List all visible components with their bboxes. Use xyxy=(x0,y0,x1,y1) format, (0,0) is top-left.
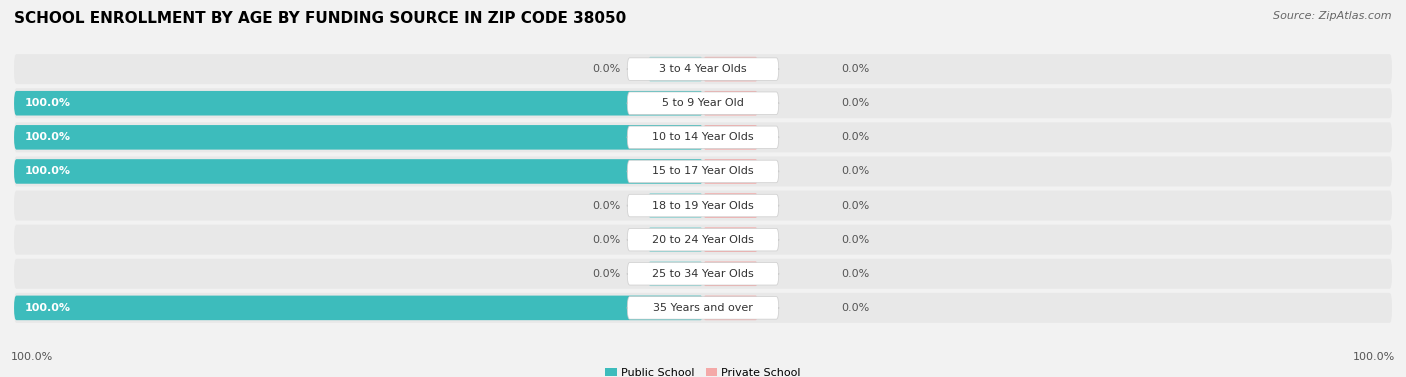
FancyBboxPatch shape xyxy=(703,91,758,115)
FancyBboxPatch shape xyxy=(14,159,703,184)
Text: 3 to 4 Year Olds: 3 to 4 Year Olds xyxy=(659,64,747,74)
FancyBboxPatch shape xyxy=(14,190,1392,221)
FancyBboxPatch shape xyxy=(627,160,779,183)
Text: 100.0%: 100.0% xyxy=(1353,352,1395,362)
FancyBboxPatch shape xyxy=(703,262,758,286)
FancyBboxPatch shape xyxy=(14,122,1392,152)
FancyBboxPatch shape xyxy=(14,88,1392,118)
FancyBboxPatch shape xyxy=(648,262,703,286)
Text: 0.0%: 0.0% xyxy=(841,201,869,211)
Text: 15 to 17 Year Olds: 15 to 17 Year Olds xyxy=(652,166,754,176)
FancyBboxPatch shape xyxy=(648,193,703,218)
Text: 0.0%: 0.0% xyxy=(841,269,869,279)
FancyBboxPatch shape xyxy=(703,125,758,150)
FancyBboxPatch shape xyxy=(627,126,779,149)
Text: 0.0%: 0.0% xyxy=(592,201,620,211)
FancyBboxPatch shape xyxy=(627,92,779,115)
Text: 0.0%: 0.0% xyxy=(841,98,869,108)
FancyBboxPatch shape xyxy=(627,194,779,217)
Text: 0.0%: 0.0% xyxy=(592,64,620,74)
FancyBboxPatch shape xyxy=(14,54,1392,84)
FancyBboxPatch shape xyxy=(627,228,779,251)
FancyBboxPatch shape xyxy=(14,156,1392,187)
Text: 0.0%: 0.0% xyxy=(841,303,869,313)
Text: SCHOOL ENROLLMENT BY AGE BY FUNDING SOURCE IN ZIP CODE 38050: SCHOOL ENROLLMENT BY AGE BY FUNDING SOUR… xyxy=(14,11,626,26)
Text: Source: ZipAtlas.com: Source: ZipAtlas.com xyxy=(1274,11,1392,21)
Text: 25 to 34 Year Olds: 25 to 34 Year Olds xyxy=(652,269,754,279)
FancyBboxPatch shape xyxy=(14,259,1392,289)
FancyBboxPatch shape xyxy=(14,293,1392,323)
Text: 10 to 14 Year Olds: 10 to 14 Year Olds xyxy=(652,132,754,143)
Text: 0.0%: 0.0% xyxy=(592,234,620,245)
FancyBboxPatch shape xyxy=(703,159,758,184)
FancyBboxPatch shape xyxy=(648,227,703,252)
FancyBboxPatch shape xyxy=(648,57,703,81)
Text: 0.0%: 0.0% xyxy=(841,64,869,74)
Text: 100.0%: 100.0% xyxy=(24,132,70,143)
Legend: Public School, Private School: Public School, Private School xyxy=(606,368,800,377)
FancyBboxPatch shape xyxy=(703,296,758,320)
Text: 100.0%: 100.0% xyxy=(24,303,70,313)
FancyBboxPatch shape xyxy=(14,91,703,115)
Text: 35 Years and over: 35 Years and over xyxy=(652,303,754,313)
Text: 18 to 19 Year Olds: 18 to 19 Year Olds xyxy=(652,201,754,211)
Text: 0.0%: 0.0% xyxy=(841,166,869,176)
Text: 0.0%: 0.0% xyxy=(841,132,869,143)
Text: 0.0%: 0.0% xyxy=(592,269,620,279)
FancyBboxPatch shape xyxy=(14,225,1392,255)
FancyBboxPatch shape xyxy=(627,297,779,319)
FancyBboxPatch shape xyxy=(703,227,758,252)
Text: 100.0%: 100.0% xyxy=(24,166,70,176)
FancyBboxPatch shape xyxy=(703,57,758,81)
Text: 100.0%: 100.0% xyxy=(11,352,53,362)
FancyBboxPatch shape xyxy=(14,125,703,150)
Text: 100.0%: 100.0% xyxy=(24,98,70,108)
Text: 20 to 24 Year Olds: 20 to 24 Year Olds xyxy=(652,234,754,245)
FancyBboxPatch shape xyxy=(14,296,703,320)
FancyBboxPatch shape xyxy=(627,58,779,80)
Text: 0.0%: 0.0% xyxy=(841,234,869,245)
FancyBboxPatch shape xyxy=(703,193,758,218)
FancyBboxPatch shape xyxy=(627,262,779,285)
Text: 5 to 9 Year Old: 5 to 9 Year Old xyxy=(662,98,744,108)
